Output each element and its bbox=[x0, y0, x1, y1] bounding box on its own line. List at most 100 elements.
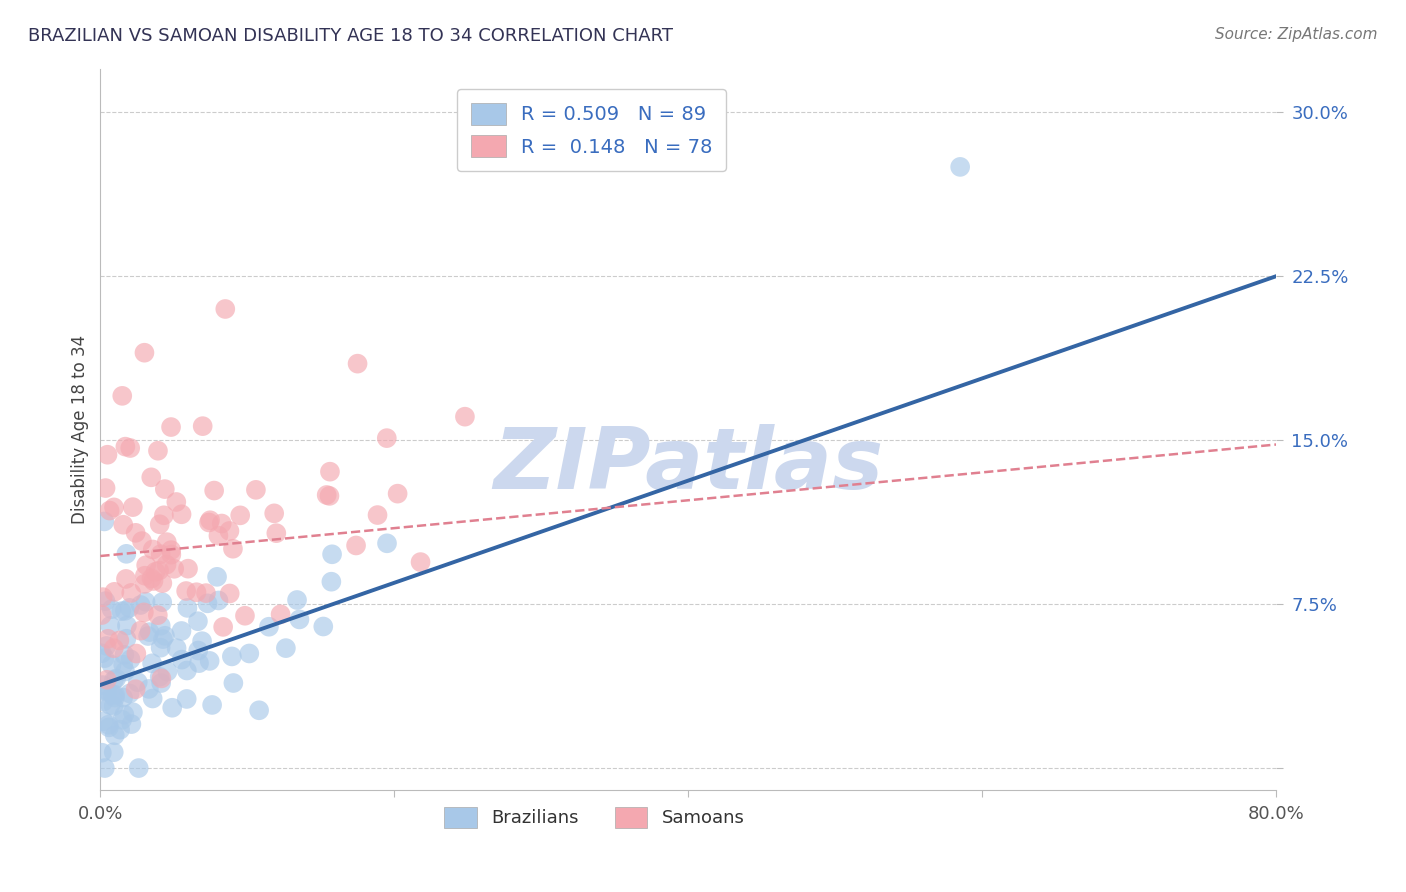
Point bbox=[118, 600, 141, 615]
Point bbox=[195, 586, 218, 600]
Point bbox=[124, 525, 146, 540]
Point bbox=[141, 657, 163, 671]
Point bbox=[110, 604, 132, 618]
Point bbox=[156, 665, 179, 679]
Point bbox=[134, 568, 156, 582]
Point bbox=[949, 160, 972, 174]
Point bbox=[96, 639, 118, 653]
Point bbox=[105, 672, 128, 686]
Point bbox=[247, 703, 270, 717]
Point bbox=[187, 614, 209, 628]
Point bbox=[221, 649, 243, 664]
Point bbox=[108, 723, 131, 737]
Point bbox=[103, 641, 125, 656]
Point bbox=[91, 590, 114, 604]
Point bbox=[198, 513, 221, 527]
Point bbox=[112, 707, 135, 722]
Point bbox=[90, 646, 112, 660]
Point bbox=[104, 690, 127, 705]
Point bbox=[174, 584, 197, 599]
Point bbox=[103, 673, 125, 687]
Point bbox=[149, 640, 172, 655]
Point bbox=[111, 389, 134, 403]
Point bbox=[150, 595, 173, 609]
Point bbox=[115, 632, 138, 646]
Point bbox=[160, 548, 183, 562]
Point bbox=[101, 688, 124, 702]
Point bbox=[127, 675, 149, 690]
Point bbox=[136, 629, 159, 643]
Point bbox=[257, 620, 280, 634]
Point bbox=[98, 503, 121, 517]
Point bbox=[176, 664, 198, 678]
Point bbox=[211, 516, 233, 531]
Point bbox=[134, 577, 156, 591]
Point bbox=[142, 574, 165, 588]
Point bbox=[156, 535, 179, 549]
Point bbox=[103, 745, 125, 759]
Point bbox=[152, 632, 174, 646]
Point bbox=[155, 558, 177, 572]
Point bbox=[93, 651, 115, 665]
Point bbox=[454, 409, 477, 424]
Point bbox=[166, 641, 188, 656]
Point bbox=[163, 562, 186, 576]
Point bbox=[112, 648, 135, 662]
Point bbox=[114, 604, 136, 618]
Point bbox=[207, 529, 229, 543]
Point bbox=[218, 586, 240, 600]
Point bbox=[93, 695, 115, 709]
Point bbox=[135, 595, 157, 609]
Point bbox=[96, 683, 118, 698]
Point bbox=[114, 440, 136, 454]
Point bbox=[103, 699, 125, 714]
Point bbox=[165, 495, 187, 509]
Point bbox=[170, 624, 193, 638]
Text: BRAZILIAN VS SAMOAN DISABILITY AGE 18 TO 34 CORRELATION CHART: BRAZILIAN VS SAMOAN DISABILITY AGE 18 TO… bbox=[28, 27, 673, 45]
Point bbox=[319, 465, 342, 479]
Point bbox=[96, 673, 118, 687]
Point bbox=[150, 672, 173, 686]
Point bbox=[160, 700, 183, 714]
Point bbox=[387, 486, 409, 500]
Point bbox=[129, 598, 152, 612]
Point bbox=[177, 562, 200, 576]
Point bbox=[150, 676, 173, 690]
Point bbox=[115, 572, 138, 586]
Point bbox=[149, 547, 172, 561]
Point bbox=[149, 670, 172, 684]
Point bbox=[233, 608, 256, 623]
Point bbox=[90, 608, 112, 623]
Point bbox=[321, 574, 343, 589]
Point bbox=[120, 586, 142, 600]
Point bbox=[97, 717, 120, 731]
Legend: Brazilians, Samoans: Brazilians, Samoans bbox=[437, 800, 752, 835]
Point bbox=[114, 665, 136, 679]
Point bbox=[142, 542, 165, 557]
Point bbox=[128, 761, 150, 775]
Point bbox=[409, 555, 432, 569]
Point bbox=[318, 489, 340, 503]
Point bbox=[198, 516, 221, 530]
Point bbox=[141, 572, 163, 586]
Point bbox=[312, 619, 335, 633]
Text: Source: ZipAtlas.com: Source: ZipAtlas.com bbox=[1215, 27, 1378, 42]
Point bbox=[121, 500, 143, 515]
Point bbox=[191, 634, 214, 648]
Point bbox=[149, 618, 172, 632]
Point bbox=[197, 596, 219, 610]
Point bbox=[346, 357, 368, 371]
Point bbox=[94, 481, 117, 495]
Point bbox=[118, 686, 141, 700]
Point bbox=[142, 691, 165, 706]
Point bbox=[205, 570, 228, 584]
Point bbox=[191, 419, 214, 434]
Point bbox=[115, 618, 138, 632]
Point bbox=[148, 564, 170, 578]
Point bbox=[321, 547, 343, 561]
Point bbox=[170, 508, 193, 522]
Point bbox=[222, 541, 245, 556]
Point bbox=[218, 524, 240, 538]
Point bbox=[285, 593, 308, 607]
Point bbox=[94, 594, 117, 608]
